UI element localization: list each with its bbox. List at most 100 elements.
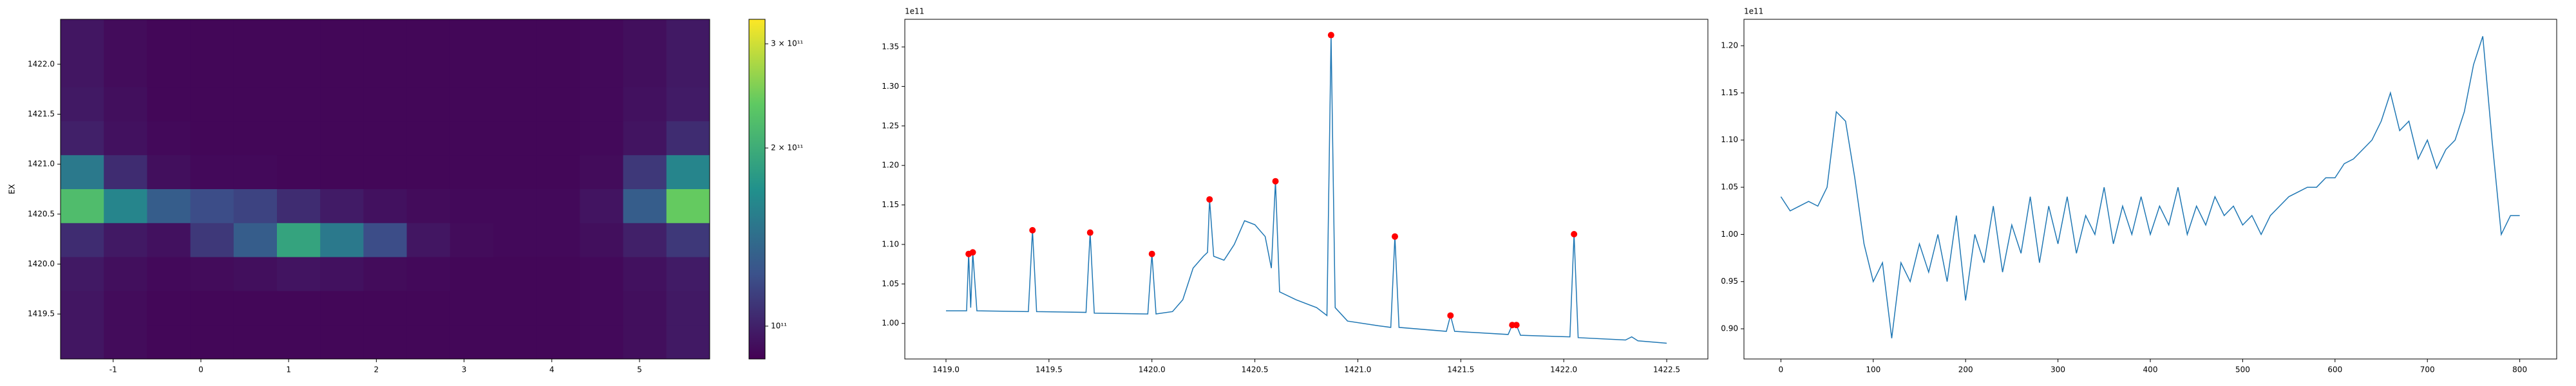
y-offset-label: 1e11 (1744, 7, 1763, 16)
x-tick-label: 3 (462, 365, 467, 374)
x-tick-label: 100 (1866, 365, 1880, 374)
heatmap-cell (190, 325, 234, 360)
heatmap-cell (536, 291, 580, 326)
heatmap-cell (406, 257, 451, 291)
heatmap-cell (666, 189, 710, 224)
peak-marker (1272, 178, 1279, 185)
heatmap-cell (233, 155, 278, 190)
heatmap-cell (277, 257, 321, 291)
y-tick-label: 1.20 (1721, 41, 1738, 50)
axes-frame (904, 19, 1709, 360)
heatmap-cell (536, 53, 580, 88)
heatmap-cell (147, 291, 191, 326)
heatmap-cell (233, 53, 278, 88)
peak-marker (1206, 196, 1213, 203)
heatmap-cell (580, 53, 624, 88)
heatmap-cell (623, 291, 667, 326)
heatmap-cell (450, 155, 494, 190)
heatmap-cell (493, 257, 537, 291)
heatmap-cell (277, 155, 321, 190)
y-offset-label: 1e11 (905, 7, 924, 16)
peak-marker (1029, 226, 1036, 234)
heatmap-cell (277, 87, 321, 122)
heatmap-cell (363, 19, 408, 54)
x-tick-label: 1 (286, 365, 291, 374)
heatmap-cell (320, 325, 364, 360)
peak-marker (1148, 250, 1155, 257)
heatmap-cell (623, 189, 667, 224)
heatmap-cell (104, 19, 147, 54)
axes-frame (60, 19, 710, 360)
y-tick-label: 1.15 (1721, 88, 1738, 97)
peak-marker (1391, 233, 1398, 240)
y-tick-label: 1420.5 (28, 209, 55, 218)
heatmap-cell (363, 257, 408, 291)
y-tick-label: 0.90 (1721, 324, 1738, 333)
heatmap-cell (320, 121, 364, 156)
heatmap-cell (493, 19, 537, 54)
heatmap-cell (580, 291, 624, 326)
x-tick-label: 1422.0 (1550, 365, 1577, 374)
heatmap-cell (666, 155, 710, 190)
peak-marker (969, 249, 976, 256)
heatmap-cell (61, 291, 104, 326)
heatmap-cell (147, 19, 191, 54)
heatmap-cell (363, 189, 408, 224)
y-tick-label: 1.05 (1721, 183, 1738, 192)
heatmap-cell (666, 121, 710, 156)
heatmap-cell (104, 291, 147, 326)
colorbar-tick-label: 2 × 10¹¹ (771, 143, 803, 152)
heatmap-cell (147, 121, 191, 156)
x-tick-label: 1419.0 (933, 365, 960, 374)
heatmap-cell (493, 325, 537, 360)
heatmap-cell (406, 19, 451, 54)
heatmap-cell (104, 121, 147, 156)
heatmap-cell (147, 189, 191, 224)
y-tick-label: 1.05 (882, 279, 899, 288)
x-tick-label: -1 (109, 365, 117, 374)
y-tick-label: 1.35 (882, 42, 899, 51)
heatmap-cell (320, 53, 364, 88)
heatmap-cell (320, 291, 364, 326)
heatmap-cell (493, 291, 537, 326)
heatmap-cell (493, 189, 537, 224)
heatmap-cell (233, 19, 278, 54)
heatmap-cell (277, 19, 321, 54)
y-tick-label: 1.20 (882, 161, 899, 170)
heatmap-cell (666, 257, 710, 291)
x-tick-label: 2 (374, 365, 379, 374)
x-tick-label: 400 (2143, 365, 2158, 374)
heatmap-cell (580, 155, 624, 190)
heatmap-cell (104, 87, 147, 122)
heatmap-cell (363, 325, 408, 360)
heatmap-cell (147, 325, 191, 360)
heatmap-cell (233, 87, 278, 122)
heatmap-cell (190, 291, 234, 326)
x-tick-label: 300 (2050, 365, 2065, 374)
y-tick-label: 1421.5 (28, 109, 55, 118)
heatmap-cell (580, 87, 624, 122)
peak-marker (1086, 229, 1094, 236)
y-tick-label: 1421.0 (28, 160, 55, 169)
colorbar (748, 19, 766, 360)
heatmap-cell (450, 257, 494, 291)
heatmap-cell (666, 53, 710, 88)
heatmap-cell (61, 87, 104, 122)
peak-marker (1513, 322, 1520, 329)
heatmap-cell (61, 257, 104, 291)
x-tick-label: 1421.5 (1447, 365, 1474, 374)
heatmap-cell (233, 257, 278, 291)
x-tick-label: 1420.5 (1242, 365, 1269, 374)
heatmap-cell (277, 223, 321, 258)
y-tick-label: 1.00 (1721, 230, 1738, 239)
heatmap-cell (536, 189, 580, 224)
heatmap-cell (61, 189, 104, 224)
peak-marker (1571, 230, 1578, 237)
y-axis-label: EX (8, 184, 17, 194)
heatmap-cell (190, 223, 234, 258)
heatmap-cell (277, 121, 321, 156)
heatmap-cell (666, 291, 710, 326)
y-tick-label: 0.95 (1721, 277, 1738, 286)
heatmap-cell (623, 53, 667, 88)
heatmap-cell (320, 155, 364, 190)
